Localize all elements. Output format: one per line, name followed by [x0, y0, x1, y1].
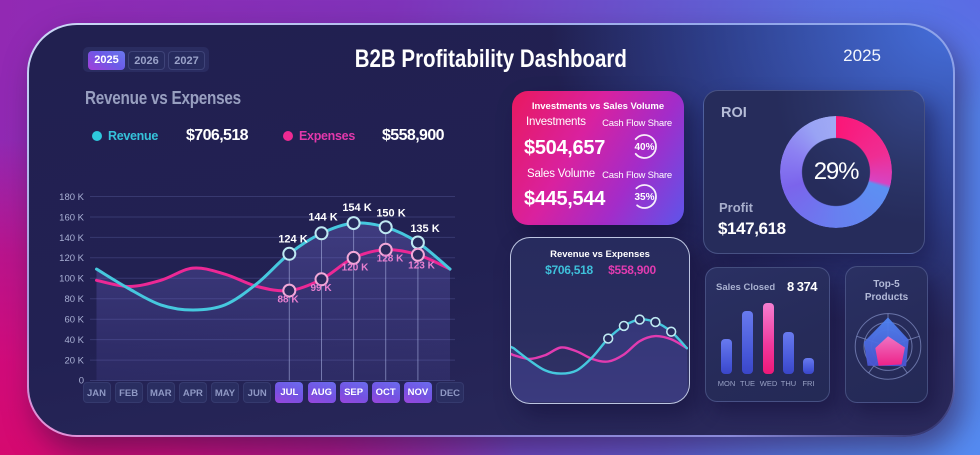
svg-text:100 K: 100 K [59, 274, 84, 285]
svg-text:140 K: 140 K [59, 233, 84, 244]
svg-text:128 K: 128 K [377, 254, 404, 265]
svg-text:160 K: 160 K [59, 212, 84, 223]
svg-text:180 K: 180 K [59, 192, 84, 203]
svg-text:99 K: 99 K [310, 283, 332, 294]
svg-text:80 K: 80 K [64, 294, 84, 305]
svg-text:20 K: 20 K [64, 355, 84, 366]
svg-text:124 K: 124 K [278, 234, 307, 246]
svg-text:144 K: 144 K [308, 212, 337, 224]
svg-text:135 K: 135 K [410, 223, 439, 235]
svg-text:88 K: 88 K [277, 295, 299, 306]
svg-text:60 K: 60 K [64, 315, 84, 326]
svg-text:154 K: 154 K [342, 202, 371, 214]
svg-text:40%: 40% [634, 142, 654, 153]
svg-text:120 K: 120 K [59, 253, 84, 264]
svg-text:35%: 35% [634, 192, 654, 203]
svg-text:0: 0 [79, 376, 84, 387]
svg-text:150 K: 150 K [376, 208, 405, 220]
svg-text:40 K: 40 K [64, 335, 84, 346]
svg-text:120 K: 120 K [342, 263, 369, 274]
svg-text:123 K: 123 K [408, 261, 435, 272]
